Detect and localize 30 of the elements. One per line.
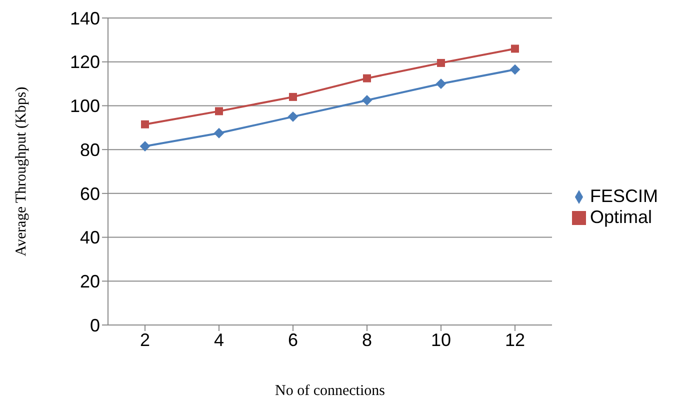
point: [214, 107, 223, 116]
x-tick-label: 4: [214, 330, 224, 350]
y-tick-label: 100: [70, 96, 100, 116]
y-axis-title: Average Throughput (Kbps): [13, 86, 30, 256]
x-axis-title: No of connections: [275, 383, 386, 399]
x-tick-label: 8: [362, 330, 372, 350]
point: [214, 128, 224, 138]
y-tick-label: 80: [80, 140, 100, 160]
point: [288, 92, 297, 101]
legend-label: FESCIM: [590, 186, 658, 206]
x-tick-label: 10: [430, 330, 452, 350]
point: [436, 78, 446, 89]
y-tick-label: 20: [80, 272, 100, 292]
point: [362, 74, 371, 82]
point: [436, 58, 445, 67]
point: [140, 141, 150, 152]
point: [288, 112, 298, 122]
y-tick-label: 120: [70, 52, 100, 72]
point: [510, 64, 520, 75]
legend-label: Optimal: [590, 206, 652, 226]
x-tick-label: 2: [140, 330, 150, 350]
point: [141, 120, 149, 128]
y-tick-label: 0: [90, 315, 100, 336]
x-tick-label: 12: [504, 330, 525, 350]
point: [510, 44, 519, 53]
point: [362, 95, 372, 106]
x-tick-label: 6: [288, 330, 298, 350]
y-tick-label: 60: [80, 184, 100, 204]
y-tick-label: 40: [80, 228, 100, 248]
y-tick-label: 140: [70, 8, 100, 28]
